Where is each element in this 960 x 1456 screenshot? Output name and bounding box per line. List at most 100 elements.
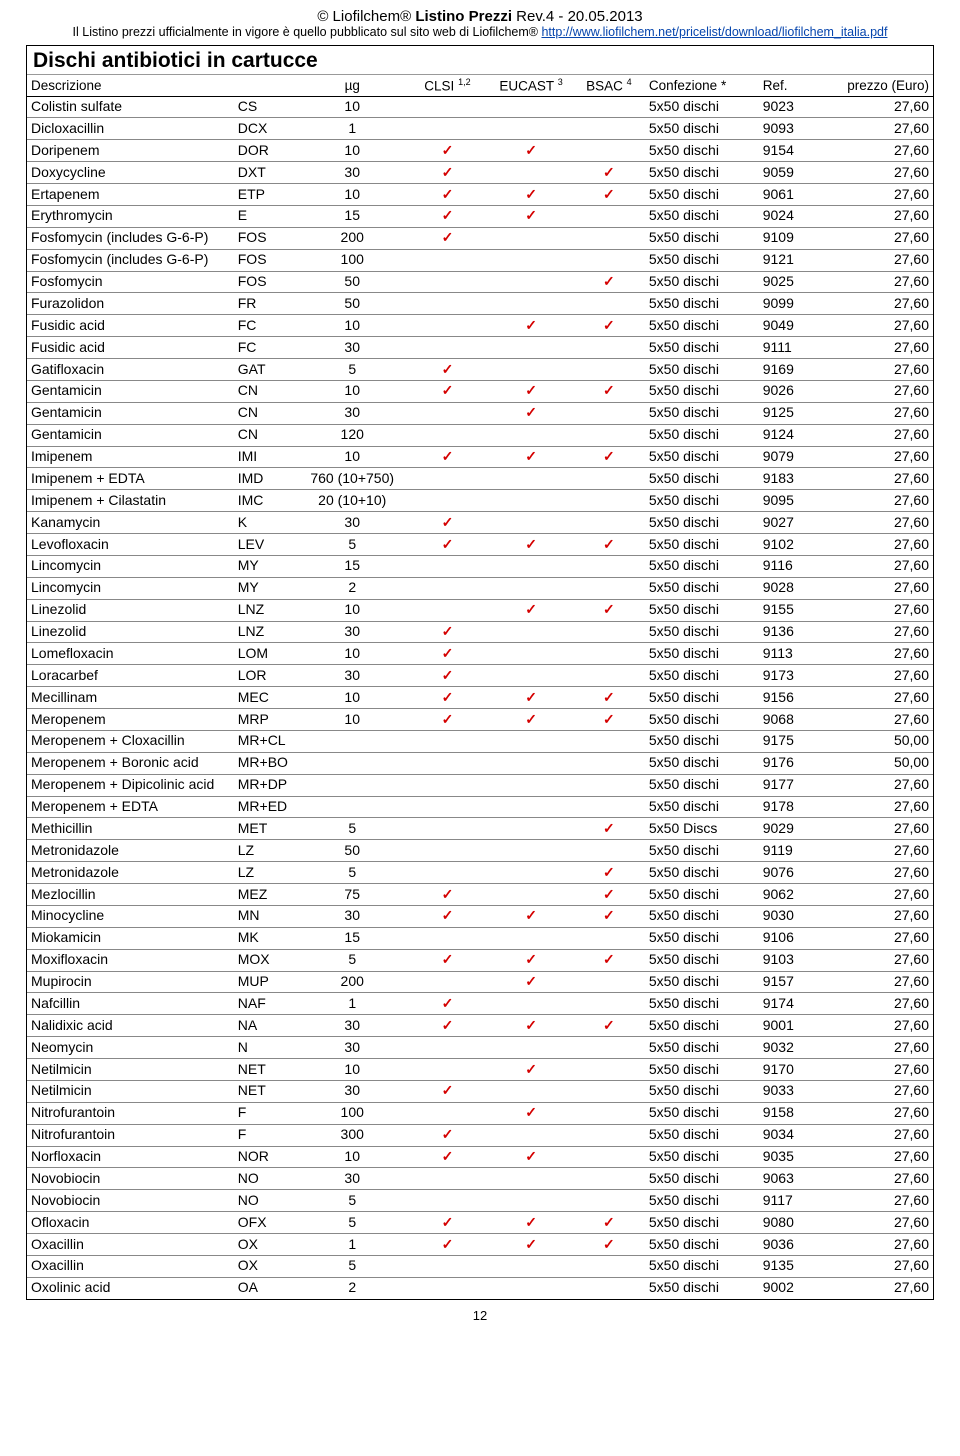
table-row: ImipenemIMI10✓✓✓5x50 dischi907927,60 [27, 446, 933, 468]
table-row: OxacillinOX1✓✓✓5x50 dischi903627,60 [27, 1234, 933, 1256]
check-icon: ✓ [442, 951, 454, 967]
check-icon: ✓ [603, 1236, 615, 1252]
table-row: NeomycinN305x50 dischi903227,60 [27, 1037, 933, 1059]
check-icon: ✓ [525, 186, 537, 202]
table-row: MoxifloxacinMOX5✓✓✓5x50 dischi910327,60 [27, 949, 933, 971]
table-row: NitrofurantoinF100✓5x50 dischi915827,60 [27, 1102, 933, 1124]
table-row: Oxolinic acidOA25x50 dischi900227,60 [27, 1277, 933, 1298]
check-icon: ✓ [442, 186, 454, 202]
check-icon: ✓ [603, 711, 615, 727]
check-icon: ✓ [525, 973, 537, 989]
check-icon: ✓ [442, 1017, 454, 1033]
table-row: FosfomycinFOS50✓5x50 dischi902527,60 [27, 271, 933, 293]
check-icon: ✓ [442, 164, 454, 180]
check-icon: ✓ [603, 164, 615, 180]
check-icon: ✓ [603, 273, 615, 289]
table-row: DicloxacillinDCX15x50 dischi909327,60 [27, 118, 933, 140]
table-row: Fusidic acidFC10✓✓5x50 dischi904927,60 [27, 315, 933, 337]
check-icon: ✓ [603, 382, 615, 398]
check-icon: ✓ [525, 207, 537, 223]
check-icon: ✓ [525, 536, 537, 552]
check-icon: ✓ [603, 864, 615, 880]
table-row: OxacillinOX55x50 dischi913527,60 [27, 1255, 933, 1277]
table-header-row: Descrizione µg CLSI 1,2 EUCAST 3 BSAC 4 … [27, 75, 933, 96]
check-icon: ✓ [525, 907, 537, 923]
check-icon: ✓ [442, 667, 454, 683]
check-icon: ✓ [442, 645, 454, 661]
check-icon: ✓ [442, 448, 454, 464]
table-row: Fosfomycin (includes G-6-P)FOS1005x50 di… [27, 249, 933, 271]
price-table: Descrizione µg CLSI 1,2 EUCAST 3 BSAC 4 … [27, 75, 933, 1299]
header-subtitle: Il Listino prezzi ufficialmente in vigor… [26, 25, 934, 39]
col-code [234, 75, 299, 96]
table-row: Fosfomycin (includes G-6-P)FOS200✓5x50 d… [27, 227, 933, 249]
table-row: Fusidic acidFC305x50 dischi911127,60 [27, 337, 933, 359]
check-icon: ✓ [525, 142, 537, 158]
table-row: GentamicinCN1205x50 dischi912427,60 [27, 424, 933, 446]
table-row: DoripenemDOR10✓✓5x50 dischi915427,60 [27, 140, 933, 162]
check-icon: ✓ [525, 1017, 537, 1033]
col-clsi: CLSI 1,2 [406, 75, 490, 96]
table-row: MetronidazoleLZ5✓5x50 dischi907627,60 [27, 862, 933, 884]
check-icon: ✓ [603, 317, 615, 333]
check-icon: ✓ [525, 689, 537, 705]
check-icon: ✓ [442, 1236, 454, 1252]
check-icon: ✓ [525, 382, 537, 398]
table-row: MethicillinMET5✓5x50 Discs902927,60 [27, 818, 933, 840]
check-icon: ✓ [603, 1017, 615, 1033]
check-icon: ✓ [525, 1214, 537, 1230]
check-icon: ✓ [442, 995, 454, 1011]
col-ug: µg [299, 75, 406, 96]
col-confezione: Confezione * [645, 75, 759, 96]
table-row: ErtapenemETP10✓✓✓5x50 dischi906127,60 [27, 184, 933, 206]
table-row: NovobiocinNO305x50 dischi906327,60 [27, 1168, 933, 1190]
check-icon: ✓ [442, 886, 454, 902]
table-row: KanamycinK30✓5x50 dischi902727,60 [27, 512, 933, 534]
table-row: MetronidazoleLZ505x50 dischi911927,60 [27, 840, 933, 862]
check-icon: ✓ [525, 711, 537, 727]
table-row: LomefloxacinLOM10✓5x50 dischi911327,60 [27, 643, 933, 665]
table-row: GatifloxacinGAT5✓5x50 dischi916927,60 [27, 359, 933, 381]
check-icon: ✓ [442, 382, 454, 398]
check-icon: ✓ [442, 623, 454, 639]
check-icon: ✓ [603, 1214, 615, 1230]
check-icon: ✓ [525, 1148, 537, 1164]
check-icon: ✓ [442, 361, 454, 377]
check-icon: ✓ [603, 536, 615, 552]
table-row: LincomycinMY155x50 dischi911627,60 [27, 555, 933, 577]
table-row: Meropenem + EDTAMR+ED5x50 dischi917827,6… [27, 796, 933, 818]
table-row: Meropenem + Boronic acidMR+BO5x50 dischi… [27, 752, 933, 774]
check-icon: ✓ [525, 1236, 537, 1252]
page-number: 12 [26, 1308, 934, 1323]
check-icon: ✓ [525, 317, 537, 333]
col-bsac: BSAC 4 [573, 75, 645, 96]
table-row: LoracarbefLOR30✓5x50 dischi917327,60 [27, 665, 933, 687]
check-icon: ✓ [525, 448, 537, 464]
table-row: LinezolidLNZ10✓✓5x50 dischi915527,60 [27, 599, 933, 621]
check-icon: ✓ [525, 951, 537, 967]
check-icon: ✓ [442, 514, 454, 530]
table-row: MupirocinMUP200✓5x50 dischi915727,60 [27, 971, 933, 993]
section-title: Dischi antibiotici in cartucce [27, 46, 933, 75]
check-icon: ✓ [442, 1126, 454, 1142]
table-row: MezlocillinMEZ75✓✓5x50 dischi906227,60 [27, 884, 933, 906]
table-row: LevofloxacinLEV5✓✓✓5x50 dischi910227,60 [27, 534, 933, 556]
price-table-box: Dischi antibiotici in cartucce Descrizio… [26, 45, 934, 1300]
check-icon: ✓ [442, 907, 454, 923]
table-row: NorfloxacinNOR10✓✓5x50 dischi903527,60 [27, 1146, 933, 1168]
check-icon: ✓ [442, 207, 454, 223]
col-price: prezzo (Euro) [828, 75, 933, 96]
table-row: Nalidixic acidNA30✓✓✓5x50 dischi900127,6… [27, 1015, 933, 1037]
table-row: NitrofurantoinF300✓5x50 dischi903427,60 [27, 1124, 933, 1146]
col-eucast: EUCAST 3 [489, 75, 573, 96]
header-link[interactable]: http://www.liofilchem.net/pricelist/down… [541, 25, 887, 39]
table-row: MeropenemMRP10✓✓✓5x50 dischi906827,60 [27, 709, 933, 731]
table-row: GentamicinCN10✓✓✓5x50 dischi902627,60 [27, 380, 933, 402]
col-ref: Ref. [759, 75, 829, 96]
check-icon: ✓ [442, 689, 454, 705]
table-row: NetilmicinNET30✓5x50 dischi903327,60 [27, 1080, 933, 1102]
check-icon: ✓ [603, 907, 615, 923]
table-row: Colistin sulfateCS105x50 dischi902327,60 [27, 96, 933, 118]
table-row: Meropenem + Dipicolinic acidMR+DP5x50 di… [27, 774, 933, 796]
check-icon: ✓ [442, 711, 454, 727]
